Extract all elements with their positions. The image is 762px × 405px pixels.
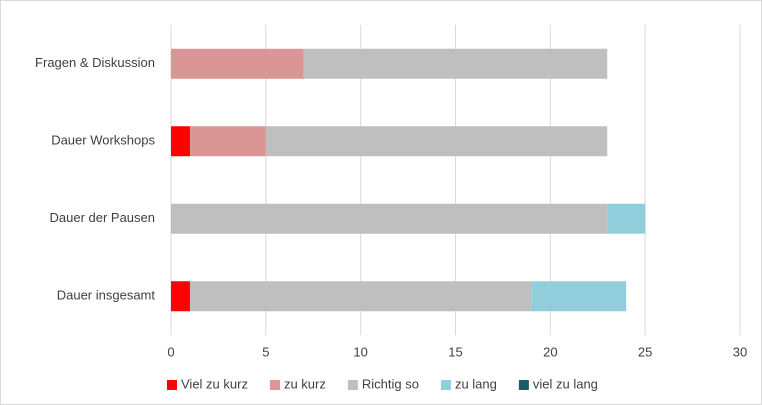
x-tick-label: 0 [167, 344, 174, 359]
y-tick-label: Dauer der Pausen [49, 210, 155, 225]
y-tick-label: Dauer Workshops [51, 133, 155, 148]
x-tick-label: 20 [543, 344, 557, 359]
x-tick-label: 25 [638, 344, 652, 359]
y-tick-label: Dauer insgesamt [57, 288, 156, 303]
bar-segment [607, 203, 646, 234]
bar-segment [303, 48, 608, 79]
legend-swatch [347, 380, 358, 390]
x-tick-label: 5 [262, 344, 269, 359]
bar-segment [189, 126, 266, 157]
bar-segment [171, 203, 608, 234]
legend-label: viel zu lang [533, 376, 598, 391]
y-tick-label: Fragen & Diskussion [35, 55, 155, 70]
legend-label: zu lang [455, 376, 497, 391]
bar-segment [531, 281, 627, 312]
legend-swatch [440, 380, 451, 390]
legend-swatch [518, 380, 529, 390]
bar-segment [265, 126, 608, 157]
bar-segment [171, 281, 190, 312]
legend-label: zu kurz [284, 376, 326, 391]
legend-swatch [269, 380, 280, 390]
bar-segment [171, 126, 190, 157]
x-tick-label: 30 [733, 344, 747, 359]
legend-swatch [167, 380, 177, 390]
legend-label: Viel zu kurz [181, 376, 248, 391]
legend-label: Richtig so [362, 376, 419, 391]
x-tick-label: 10 [353, 344, 367, 359]
x-tick-label: 15 [448, 344, 462, 359]
bar-segment [171, 48, 304, 79]
bar-segment [189, 281, 532, 312]
